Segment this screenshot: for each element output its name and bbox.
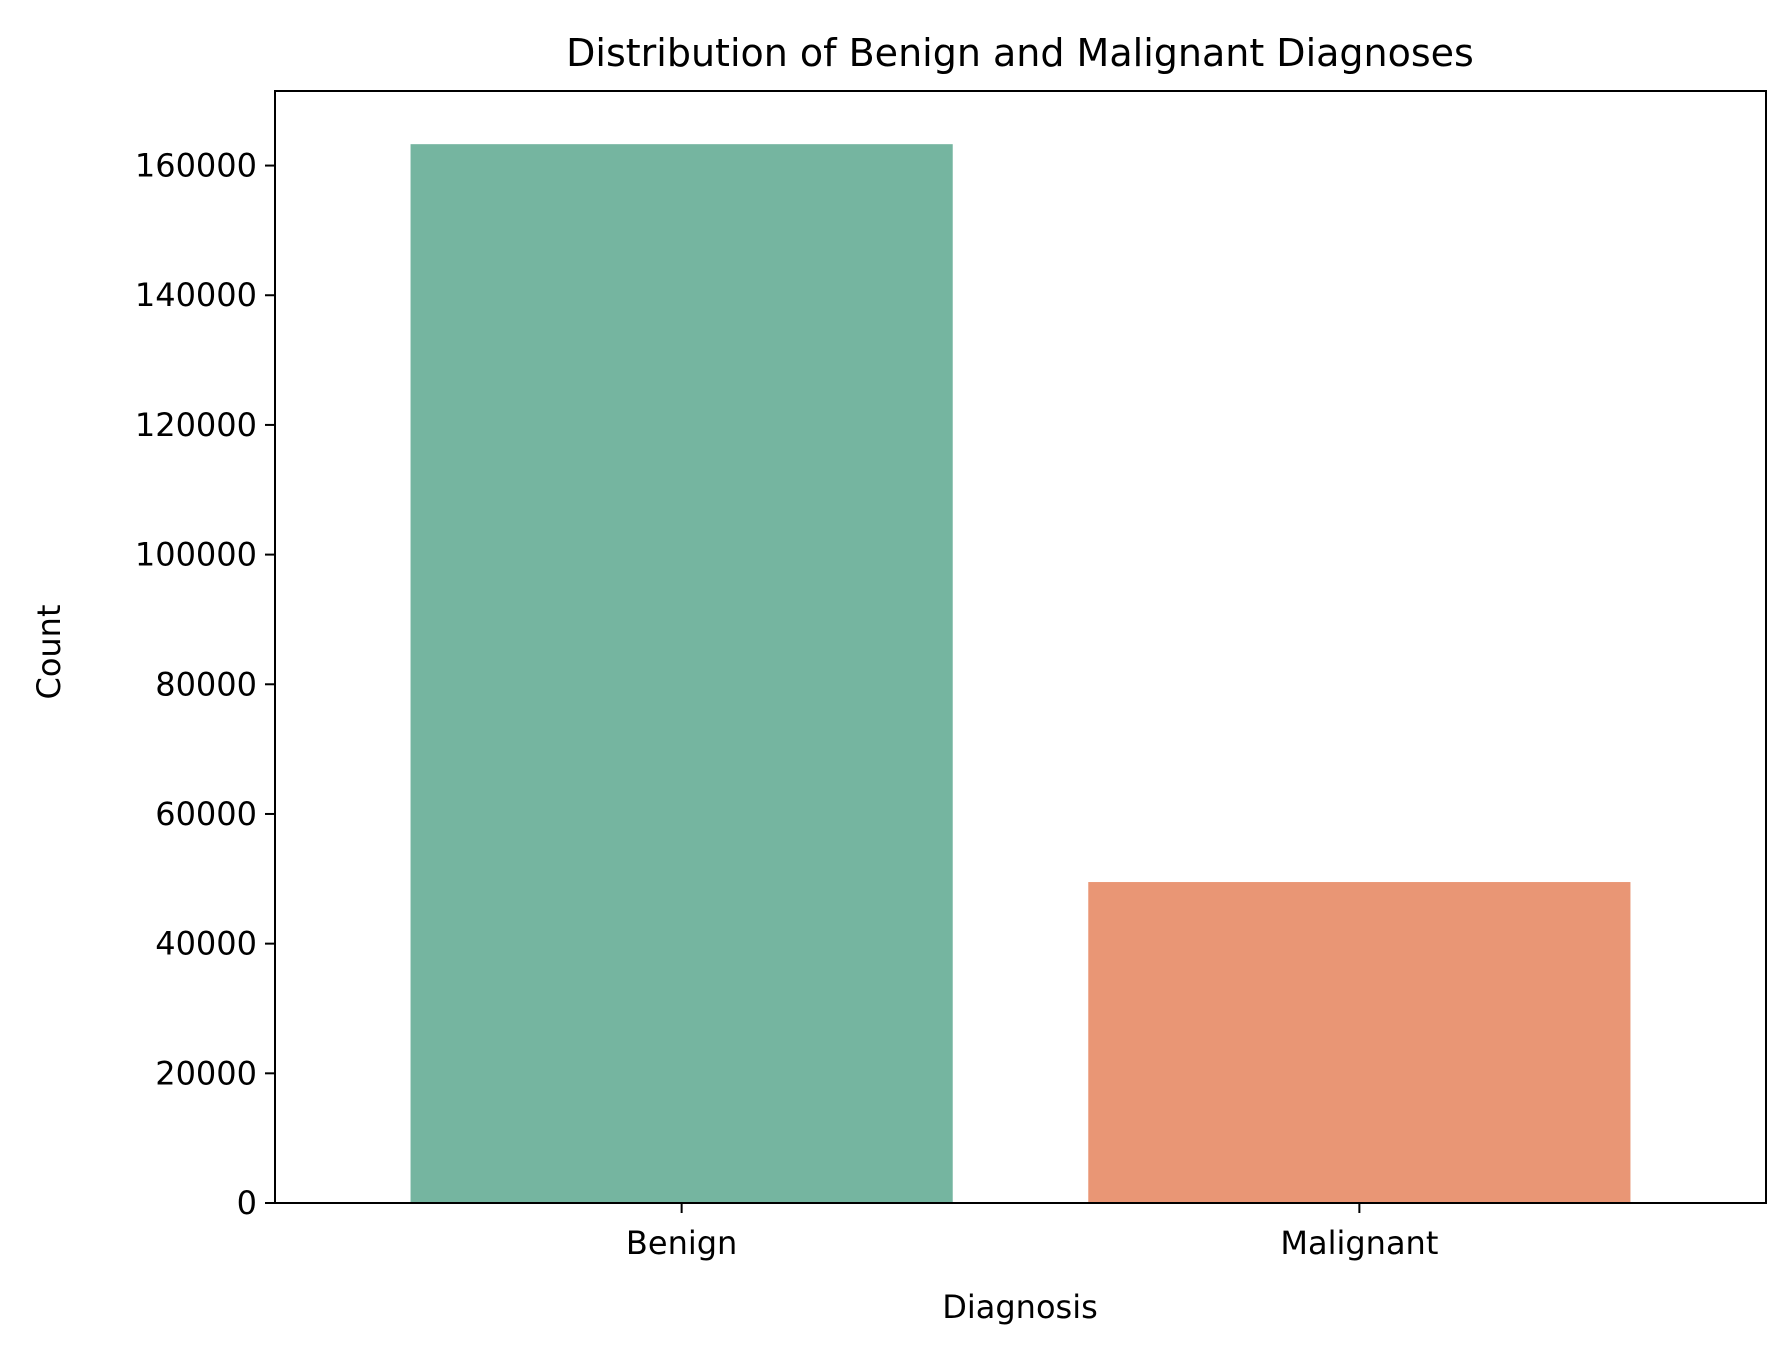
y-axis-label: Count — [30, 604, 68, 699]
y-tick-label: 40000 — [155, 925, 257, 963]
bar-benign — [410, 144, 953, 1204]
plot-frame — [274, 90, 1767, 1204]
y-tick-label: 100000 — [135, 536, 257, 574]
x-axis-ticks: Benign Malignant — [626, 1203, 1438, 1262]
bar-malignant — [1088, 882, 1631, 1203]
y-tick-label: 60000 — [155, 795, 257, 833]
chart-title: Distribution of Benign and Malignant Dia… — [566, 31, 1474, 75]
y-tick-label: 160000 — [135, 147, 257, 185]
y-tick-label: 120000 — [135, 406, 257, 444]
y-tick-label: 0 — [237, 1184, 257, 1222]
x-axis-label: Diagnosis — [942, 1288, 1098, 1326]
y-tick-label: 20000 — [155, 1054, 257, 1092]
y-tick-label: 80000 — [155, 665, 257, 703]
x-tick-label-benign: Benign — [626, 1224, 737, 1262]
bars-layer — [410, 144, 1631, 1204]
y-axis-ticks: 0 20000 40000 60000 80000 100000 120000 140000 1… — [135, 147, 275, 1222]
x-tick-label-malignant: Malignant — [1280, 1224, 1438, 1262]
y-tick-label: 140000 — [135, 276, 257, 314]
